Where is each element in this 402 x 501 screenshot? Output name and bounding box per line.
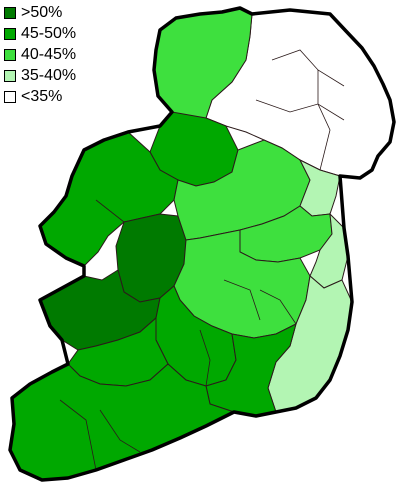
legend-item: 45-50% — [4, 25, 76, 43]
legend-label: <35% — [21, 88, 63, 105]
legend-item: 35-40% — [4, 67, 76, 85]
legend-item: <35% — [4, 88, 76, 106]
legend-swatch — [4, 7, 16, 19]
region-dublin — [309, 212, 349, 289]
county-boundaries — [59, 49, 345, 471]
coastline — [8, 6, 396, 482]
legend: >50% 45-50% 40-45% 35-40% <35% — [4, 4, 76, 106]
legend-label: >50% — [21, 4, 63, 21]
legend-swatch — [4, 70, 16, 82]
legend-label: 40-45% — [21, 46, 77, 63]
legend-swatch — [4, 49, 16, 61]
legend-swatch — [4, 91, 16, 103]
legend-item: >50% — [4, 4, 76, 22]
legend-label: 35-40% — [21, 67, 77, 84]
legend-label: 45-50% — [21, 25, 77, 42]
legend-swatch — [4, 28, 16, 40]
legend-item: 40-45% — [4, 46, 76, 64]
